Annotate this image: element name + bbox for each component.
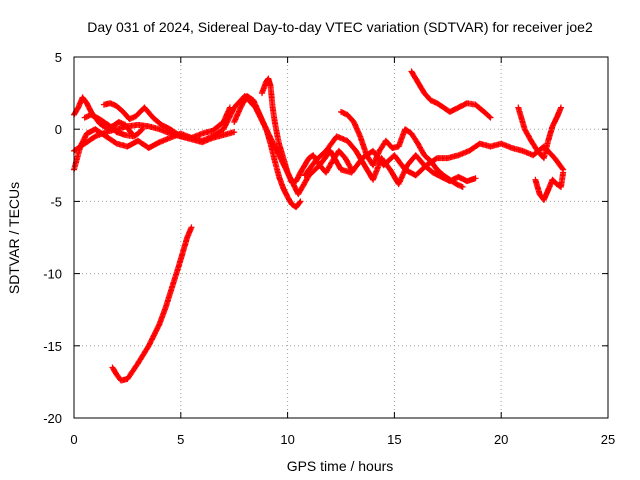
x-tick-label: 10 (280, 432, 294, 447)
x-axis-label: GPS time / hours (287, 458, 394, 474)
x-tick-label: 15 (387, 432, 401, 447)
axis-ticks (73, 56, 609, 419)
chart-title: Day 031 of 2024, Sidereal Day-to-day VTE… (87, 19, 593, 35)
series-markers (109, 224, 195, 384)
y-tick-label: -5 (50, 194, 62, 209)
series-arc-10 (338, 108, 466, 190)
y-tick-label: -20 (43, 411, 62, 426)
series-markers (338, 108, 466, 190)
x-tick-label: 20 (494, 432, 508, 447)
x-tick-label: 5 (177, 432, 184, 447)
y-tick-label: -10 (43, 267, 62, 282)
y-axis-label: SDTVAR / TECUs (6, 182, 22, 294)
series-markers (515, 104, 565, 162)
series-arc-8 (258, 75, 355, 186)
series-markers (231, 92, 304, 211)
y-tick-label: 0 (55, 122, 62, 137)
plot-frame (73, 56, 609, 419)
series-arc-12 (515, 104, 565, 162)
x-tick-label: 25 (601, 432, 615, 447)
series-markers (258, 75, 355, 186)
series-arc-7 (231, 92, 304, 211)
y-tick-label: 5 (55, 50, 62, 65)
y-tick-label: -15 (43, 339, 62, 354)
series-markers (532, 169, 567, 203)
series-arc-5 (109, 224, 195, 384)
series-arc-13 (532, 169, 567, 203)
x-tick-label: 0 (70, 432, 77, 447)
series-arc-11 (408, 68, 494, 121)
series-markers (408, 68, 494, 121)
tick-labels: 0 5 10 15 20 25 5 0 -5 -10 -15 -20 (43, 50, 615, 447)
